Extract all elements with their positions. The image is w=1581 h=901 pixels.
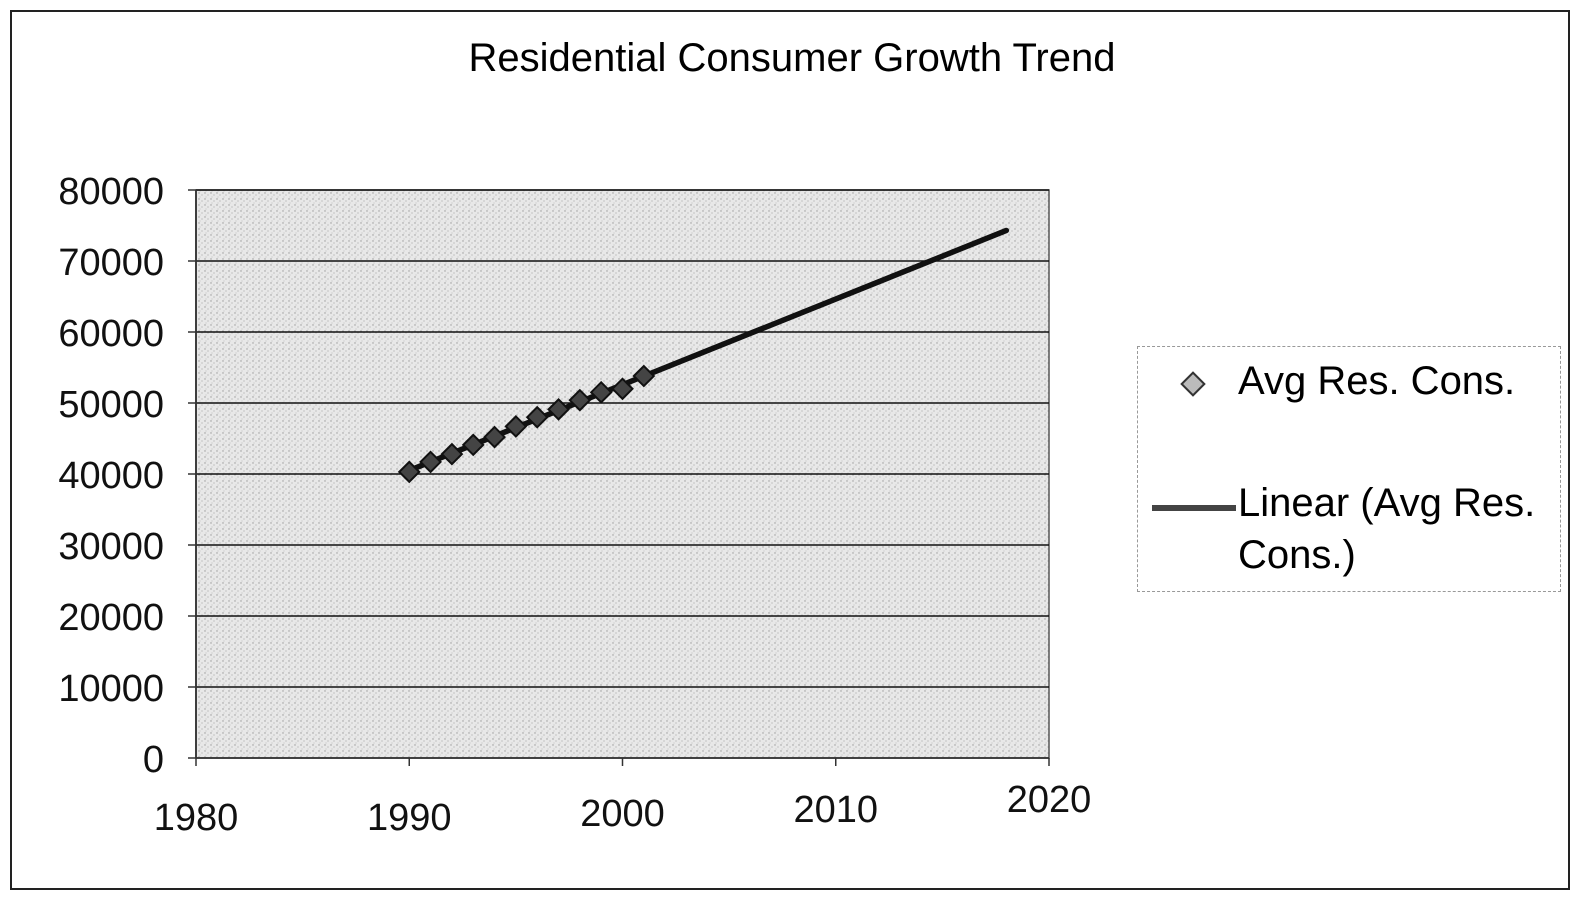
data-point-diamond [483,425,506,449]
gridlines [188,189,1050,766]
data-point-diamond [525,405,549,429]
data-point-diamond [568,388,592,412]
data-point-diamond [419,450,442,474]
y-tick-label: 20000 [58,597,164,639]
y-tick-label: 40000 [58,455,164,497]
trendline-icon [1152,505,1236,511]
data-point-diamond [611,377,634,401]
data-point-diamond [632,364,656,388]
y-tick-label: 0 [143,739,164,781]
y-tick-label: 30000 [58,526,164,568]
x-tick-label: 2000 [580,793,665,835]
y-tick-label: 80000 [58,171,164,213]
data-point-diamond [440,442,464,466]
y-tick-label: 10000 [58,668,164,710]
y-tick-label: 50000 [58,384,164,426]
x-tick-label: 1980 [154,797,239,839]
x-tick-label: 1990 [367,797,452,839]
data-point-diamond [461,433,485,457]
data-points [397,364,656,484]
legend-item-avg: Avg Res. Cons. [1138,355,1515,407]
data-point-diamond [589,380,613,404]
legend-label-linear: Linear (Avg Res. Cons.) [1238,481,1536,577]
y-tick-label: 70000 [58,242,164,284]
x-tick-label: 2020 [1007,779,1092,821]
legend: Avg Res. Cons. Linear (Avg Res. Cons.) [1137,346,1561,592]
y-tick-labels: 0 10000 20000 30000 40000 50000 60000 70000 8000… [58,171,164,781]
diamond-marker-icon [1180,371,1206,397]
data-point-diamond [504,415,528,438]
x-tick-labels: 1980 1990 2000 2010 2020 [154,779,1092,839]
data-point-diamond [547,397,570,421]
chart-title: Residential Consumer Growth Trend [468,36,1116,80]
x-tick-label: 2010 [793,789,878,831]
legend-item-linear: Linear (Avg Res. Cons.) [1138,477,1558,581]
axes [195,190,1049,759]
legend-label-avg: Avg Res. Cons. [1238,359,1516,403]
data-point-diamond [397,460,421,484]
y-tick-label: 60000 [58,313,164,355]
